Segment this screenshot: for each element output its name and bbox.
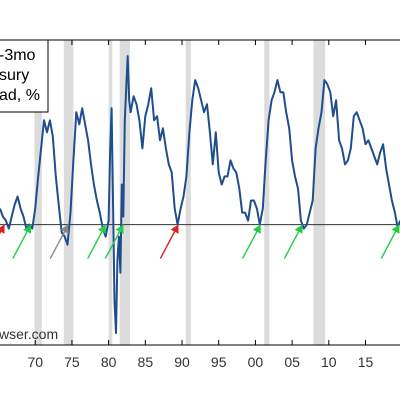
series-line-spread xyxy=(0,55,400,334)
arrow-head xyxy=(23,224,32,234)
arrow-head xyxy=(97,224,106,234)
arrow-head xyxy=(391,224,400,234)
x-ticks: 70 75 80 85 90 95 00 05 10 15 xyxy=(27,40,374,370)
source-label: wser.com xyxy=(0,326,58,342)
title-line-1: -3mo xyxy=(0,47,36,64)
x-tick-label: 10 xyxy=(321,354,337,370)
recession-bar xyxy=(108,40,113,345)
arrow-marker xyxy=(12,224,32,259)
arrow-marker xyxy=(159,224,179,259)
recession-bar xyxy=(185,40,191,345)
recession-bar xyxy=(119,40,130,345)
arrow-marker xyxy=(241,224,262,259)
arrow-marker xyxy=(49,224,69,259)
arrow-marker xyxy=(380,224,400,259)
arrow-head xyxy=(60,224,69,234)
arrow-marker xyxy=(87,224,107,259)
recession-shading xyxy=(34,40,326,345)
x-tick-label: 15 xyxy=(358,354,374,370)
arrows xyxy=(0,224,400,259)
x-tick-label: 95 xyxy=(211,354,227,370)
arrow-marker xyxy=(283,224,304,259)
arrow-head xyxy=(170,224,179,234)
recession-bar xyxy=(63,40,74,345)
title-line-2: sury xyxy=(0,67,29,84)
x-tick-label: 05 xyxy=(284,354,300,370)
x-tick-label: 70 xyxy=(27,354,43,370)
recession-bar xyxy=(313,40,326,345)
arrow-head xyxy=(115,224,124,234)
arrow-head xyxy=(294,224,303,234)
x-tick-label: 85 xyxy=(138,354,154,370)
x-tick-label: 90 xyxy=(174,354,190,370)
x-tick-label: 80 xyxy=(101,354,117,370)
arrow-head xyxy=(0,224,5,234)
title-line-3: ad, % xyxy=(0,87,40,104)
arrow-marker xyxy=(0,224,6,235)
recession-bar xyxy=(264,40,270,345)
x-tick-label: 00 xyxy=(248,354,264,370)
arrow-marker xyxy=(104,224,124,259)
plot-background xyxy=(0,40,400,345)
x-tick-label: 75 xyxy=(64,354,80,370)
arrow-head xyxy=(252,224,261,234)
title-box: -3mo sury ad, % xyxy=(0,39,49,113)
recession-bar xyxy=(34,40,42,345)
